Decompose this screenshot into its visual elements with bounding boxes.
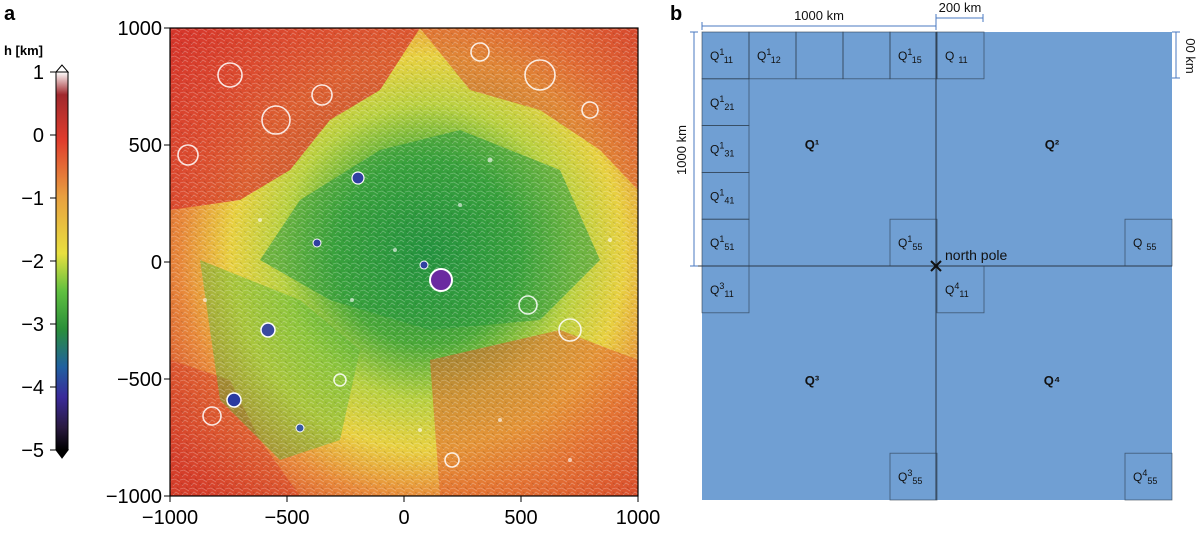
x-tick-label: −1000 [142,507,198,529]
tile [1124,452,1173,501]
tile-label-q3-11: Q311 [710,281,734,299]
north-pole-marker [930,260,942,272]
tile-label-q4-11: Q411 [945,281,969,299]
x-tick-label: −500 [264,507,309,529]
tile-label-q1-12: Q112 [757,47,781,65]
colorbar-tick-label: −5 [21,440,44,462]
y-tick-label: 0 [151,252,162,274]
tile-label-q3-55: Q355 [898,468,922,486]
panel-b-letter: b [670,3,682,25]
colorbar-top-arrow [54,64,70,73]
grid-diagram: Q111 Q112 Q115 Q 11 Q121 Q131 Q141 Q151 Q155 Q 55 Q3… [694,31,1173,501]
colorbar-tick-label: 0 [33,125,44,147]
tile-label-q1-11: Q111 [710,47,733,65]
colorbar-tick-label: −4 [21,377,44,399]
north-pole-label: north pole [945,247,1007,263]
quadrant-label-q1: Q¹ [805,137,819,152]
colorbar-bottom-arrow [55,449,69,459]
map-axes: −1000 −500 0 500 1000 1000 500 0 −500 −1000 [106,18,660,529]
topography-map [170,28,638,496]
dim-1000-left: 1000 km [674,125,689,175]
tile-label-q2-11: Q 11 [945,49,968,65]
tile-label-q1-51: Q151 [710,234,734,252]
colorbar-tick-label: 1 [33,62,44,84]
tile-label-q1-21: Q121 [710,94,734,112]
x-tick-label: 500 [504,507,537,529]
colorbar-tick-label: −3 [21,314,44,336]
quadrant-label-q4: Q⁴ [1044,373,1061,388]
dim-200-right: 00 km [1183,38,1198,73]
dim-200-top: 200 km [939,0,982,15]
tile [889,452,938,501]
tile-label-q1-55: Q155 [898,234,922,252]
y-tick-label: −500 [117,369,162,391]
tile [936,31,985,80]
x-tick-label: 0 [398,507,409,529]
colorbar-ticks: 1 0 −1 −2 −3 −4 −5 [21,62,56,462]
quadrant-label-q2: Q² [1045,137,1060,152]
tile-label-q1-31: Q131 [710,141,734,159]
colorbar-tick-label: −2 [21,251,44,273]
tile-label-q1-15: Q115 [898,47,922,65]
colorbar [54,64,70,459]
tile-label-q1-41: Q141 [710,187,734,205]
y-tick-label: −1000 [106,486,162,508]
dim-1000-top: 1000 km [794,8,844,23]
tile-label-q2-55: Q 55 [1133,236,1156,252]
dimension-lines [690,14,1180,267]
quadrant-label-q3: Q³ [805,373,820,388]
colorbar-bar [55,71,69,451]
y-tick-label: 1000 [118,18,163,40]
x-tick-label: 1000 [616,507,661,529]
colorbar-tick-label: −1 [21,188,44,210]
y-tick-label: 500 [129,135,162,157]
panel-a-letter: a [4,3,16,25]
tiles: Q111 Q112 Q115 Q 11 Q121 Q131 Q141 Q151 Q155 Q 55 Q3… [701,31,1173,501]
colorbar-title: h [km] [4,43,43,58]
tile-label-q4-55: Q455 [1133,468,1157,486]
